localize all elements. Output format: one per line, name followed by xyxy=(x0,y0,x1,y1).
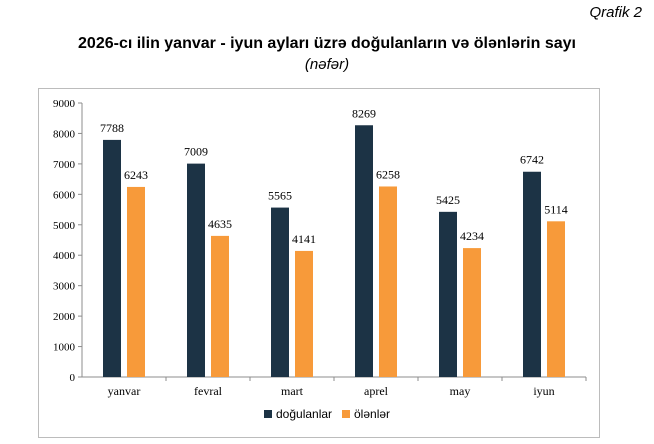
data-label: 4141 xyxy=(292,232,316,246)
chart-number-label: Qrafik 2 xyxy=(589,4,642,21)
legend-label: ölənlər xyxy=(354,407,390,421)
chart-title: 2026-cı ilin yanvar - iyun ayları üzrə d… xyxy=(78,35,576,52)
data-label: 7788 xyxy=(100,121,124,135)
y-tick-label: 5000 xyxy=(53,220,76,232)
legend-swatch-doğulanlar xyxy=(264,410,272,418)
x-tick-label: may xyxy=(450,384,471,398)
bar-ölənlər-may xyxy=(463,248,481,377)
y-tick-label: 1000 xyxy=(53,342,76,354)
y-tick-label: 6000 xyxy=(53,189,76,201)
y-tick-label: 9000 xyxy=(53,98,76,110)
data-label: 4635 xyxy=(208,217,232,231)
data-label: 6243 xyxy=(124,168,148,182)
x-tick-label: iyun xyxy=(533,384,554,398)
data-label: 5114 xyxy=(544,202,568,216)
data-label: 4234 xyxy=(460,229,484,243)
bar-ölənlər-yanvar xyxy=(127,186,145,377)
y-tick-label: 4000 xyxy=(53,250,76,262)
bar-ölənlər-aprel xyxy=(379,186,397,377)
data-label: 6258 xyxy=(376,167,400,181)
x-tick-label: mart xyxy=(281,384,304,398)
x-tick-label: fevral xyxy=(194,384,223,398)
x-tick-label: yanvar xyxy=(108,384,141,398)
bar-doğulanlar-iyun xyxy=(523,171,541,377)
legend-swatch-ölənlər xyxy=(342,410,350,418)
y-tick-label: 8000 xyxy=(53,128,76,140)
data-label: 8269 xyxy=(352,106,376,120)
bar-doğulanlar-mart xyxy=(271,207,289,377)
bar-doğulanlar-may xyxy=(439,211,457,377)
bar-doğulanlar-yanvar xyxy=(103,139,121,377)
data-label: 7009 xyxy=(184,145,208,159)
x-tick-label: aprel xyxy=(364,384,389,398)
data-label: 5425 xyxy=(436,193,460,207)
y-tick-label: 3000 xyxy=(53,281,76,293)
bar-doğulanlar-aprel xyxy=(355,125,373,378)
bar-ölənlər-iyun xyxy=(547,221,565,377)
y-tick-label: 7000 xyxy=(53,159,76,171)
y-tick-label: 2000 xyxy=(53,311,76,323)
y-tick-label: 0 xyxy=(70,372,76,384)
data-label: 6742 xyxy=(520,153,544,167)
bar-ölənlər-mart xyxy=(295,250,313,377)
bar-ölənlər-fevral xyxy=(211,235,229,377)
legend-label: doğulanlar xyxy=(276,407,332,421)
bar-doğulanlar-fevral xyxy=(187,163,205,377)
data-label: 5565 xyxy=(268,189,292,203)
chart-frame xyxy=(38,88,600,438)
chart-subtitle: (nəfər) xyxy=(304,56,350,73)
